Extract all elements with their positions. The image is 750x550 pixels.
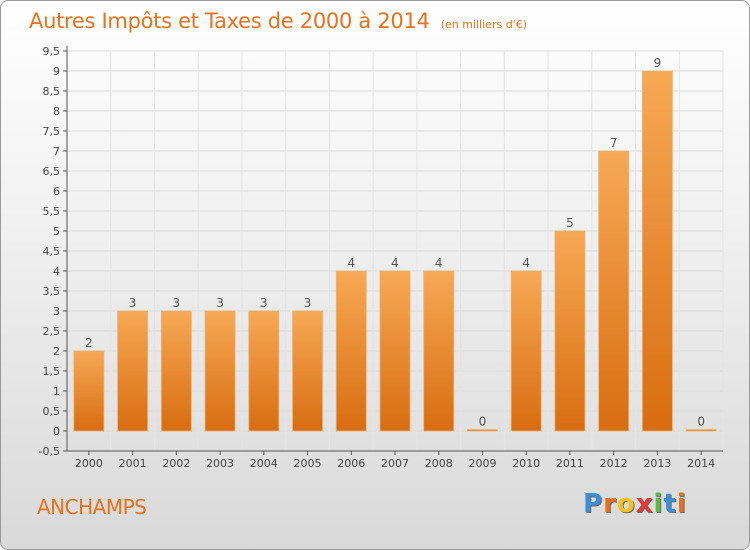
bar <box>160 310 192 432</box>
logo-letter: r <box>603 489 617 519</box>
y-tick-label: 4 <box>53 265 60 278</box>
y-tick-label: 2,5 <box>43 325 61 338</box>
bar <box>117 310 148 432</box>
data-label: 4 <box>435 256 443 270</box>
y-tick-label: 0,5 <box>43 405 61 418</box>
y-tick-label: 1,5 <box>43 365 61 378</box>
x-tick-label: 2004 <box>250 457 278 470</box>
data-label: 3 <box>129 296 137 310</box>
proxiti-logo: Proxiti <box>583 489 687 519</box>
y-tick-label: 3,5 <box>43 285 61 298</box>
data-label: 3 <box>216 296 224 310</box>
bar <box>248 310 280 432</box>
bar <box>510 270 542 432</box>
bar <box>73 350 105 432</box>
chart-title: Autres Impôts et Taxes de 2000 à 2014 <box>29 9 430 33</box>
data-label: 0 <box>697 415 705 429</box>
title-row: Autres Impôts et Taxes de 2000 à 2014 (e… <box>29 9 527 33</box>
y-tick-label: 9 <box>53 65 60 78</box>
y-tick-label: 3 <box>53 305 60 318</box>
y-tick-label: 7 <box>53 145 60 158</box>
x-tick-label: 2012 <box>600 457 628 470</box>
y-tick-label: -0,5 <box>39 445 60 458</box>
logo-letter: o <box>616 489 636 519</box>
logo-letter: i <box>676 489 687 519</box>
x-tick-label: 2011 <box>556 457 584 470</box>
bar <box>642 70 673 432</box>
bar <box>335 270 367 432</box>
x-tick-label: 2005 <box>294 457 322 470</box>
data-label: 4 <box>347 256 355 270</box>
y-tick-label: 1 <box>53 385 60 398</box>
labels: -0,5 0 0,5 1 1,5 2 2,5 3 3,5 4 4,5 5 5,5 6 6,5 7 7,5 8 8,5… <box>39 45 716 470</box>
axes <box>63 46 723 455</box>
y-tick-label: 8 <box>53 105 60 118</box>
logo-letter: x <box>635 489 654 519</box>
y-tick-label: 9,5 <box>43 45 61 58</box>
y-tick-label: 8,5 <box>43 85 61 98</box>
x-tick-label: 2001 <box>119 457 147 470</box>
x-tick-label: 2002 <box>162 457 190 470</box>
bar <box>292 310 323 432</box>
bars <box>73 70 717 432</box>
y-tick-label: 5 <box>53 225 60 238</box>
data-label: 5 <box>566 216 574 230</box>
y-tick-label: 4,5 <box>43 245 61 258</box>
bar <box>554 230 586 432</box>
bar <box>685 429 717 432</box>
x-tick-label: 2008 <box>425 457 453 470</box>
x-tick-label: 2000 <box>75 457 103 470</box>
x-tick-label: 2007 <box>381 457 409 470</box>
commune-name: ANCHAMPS <box>37 495 147 519</box>
y-tick-label: 0 <box>53 425 60 438</box>
data-label: 9 <box>654 56 662 70</box>
bar <box>467 429 498 432</box>
logo-letter: i <box>653 489 664 519</box>
logo-letter: t <box>663 489 677 519</box>
data-label: 0 <box>479 415 487 429</box>
y-tick-label: 7,5 <box>43 125 61 138</box>
x-tick-label: 2013 <box>643 457 671 470</box>
data-label: 7 <box>610 136 618 150</box>
data-label: 3 <box>304 296 312 310</box>
bar <box>204 310 236 432</box>
x-tick-label: 2006 <box>337 457 365 470</box>
data-label: 4 <box>391 256 399 270</box>
x-tick-label: 2009 <box>468 457 496 470</box>
data-label: 2 <box>85 336 93 350</box>
data-label: 4 <box>522 256 530 270</box>
x-tick-label: 2014 <box>687 457 715 470</box>
data-label: 3 <box>173 296 181 310</box>
bar <box>423 270 455 432</box>
logo-letter: P <box>583 489 604 519</box>
chart-unit-note: (en milliers d'€) <box>440 18 527 31</box>
bar <box>379 270 411 432</box>
y-tick-label: 6 <box>53 185 60 198</box>
y-tick-label: 2 <box>53 345 60 358</box>
y-tick-label: 6,5 <box>43 165 61 178</box>
y-tick-label: 5,5 <box>43 205 61 218</box>
bar <box>598 150 630 432</box>
data-label: 3 <box>260 296 268 310</box>
x-tick-label: 2003 <box>206 457 234 470</box>
x-tick-label: 2010 <box>512 457 540 470</box>
